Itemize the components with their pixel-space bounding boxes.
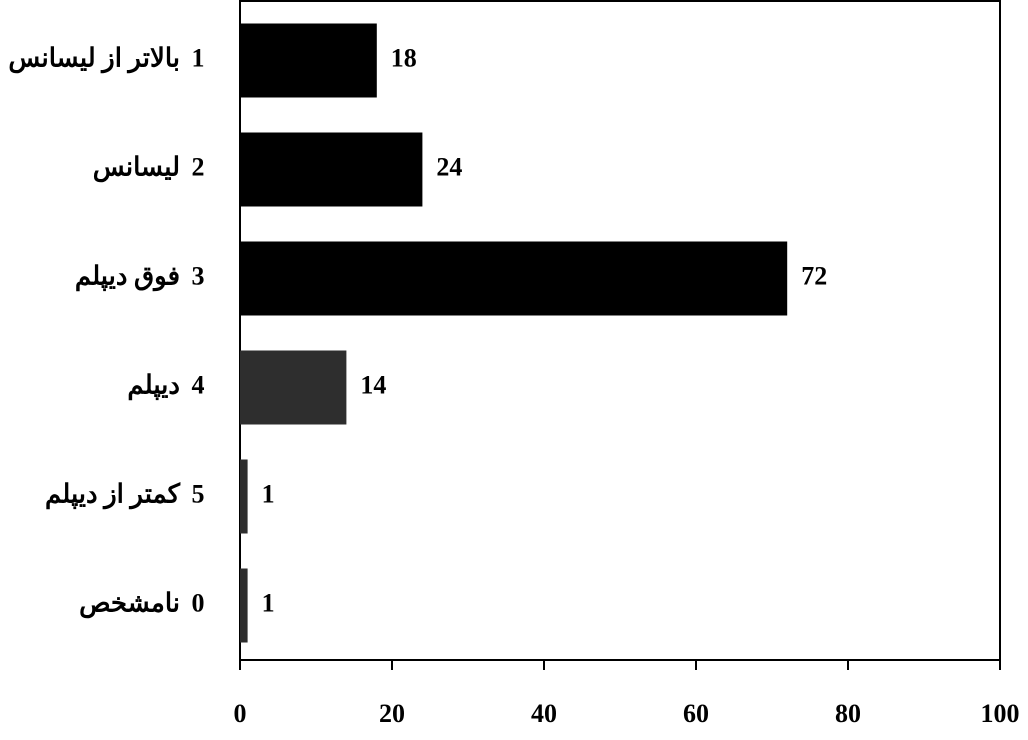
bar (240, 568, 248, 643)
value-label: 14 (360, 370, 386, 399)
value-label: 18 (391, 43, 417, 72)
category-code: 2 (192, 152, 205, 181)
plot-frame (239, 0, 1001, 661)
value-label: 1 (262, 479, 275, 508)
bar (240, 350, 347, 425)
category-label: دیپلم (127, 370, 180, 400)
bar (240, 241, 788, 316)
x-tick-label: 40 (531, 699, 557, 728)
value-label: 1 (262, 588, 275, 617)
x-tick-label: 20 (379, 699, 405, 728)
category-label: بالاتر از لیسانس (8, 43, 180, 73)
bar (240, 459, 248, 534)
category-label: نامشخص (79, 588, 180, 618)
category-code: 0 (192, 588, 205, 617)
value-label: 72 (801, 261, 827, 290)
x-tick-label: 60 (683, 699, 709, 728)
category-code: 5 (192, 479, 205, 508)
x-tick-label: 0 (234, 699, 247, 728)
category-code: 3 (192, 261, 205, 290)
category-label: لیسانس (93, 152, 180, 182)
x-tick-label: 100 (981, 699, 1020, 728)
x-tick-label: 80 (835, 699, 861, 728)
bar (240, 132, 423, 207)
category-label: کمتر از دیپلم (45, 479, 181, 509)
category-label: فوق دیپلم (75, 261, 180, 291)
value-label: 24 (436, 152, 462, 181)
category-code: 4 (192, 370, 205, 399)
category-code: 1 (192, 43, 205, 72)
bar (240, 23, 377, 98)
